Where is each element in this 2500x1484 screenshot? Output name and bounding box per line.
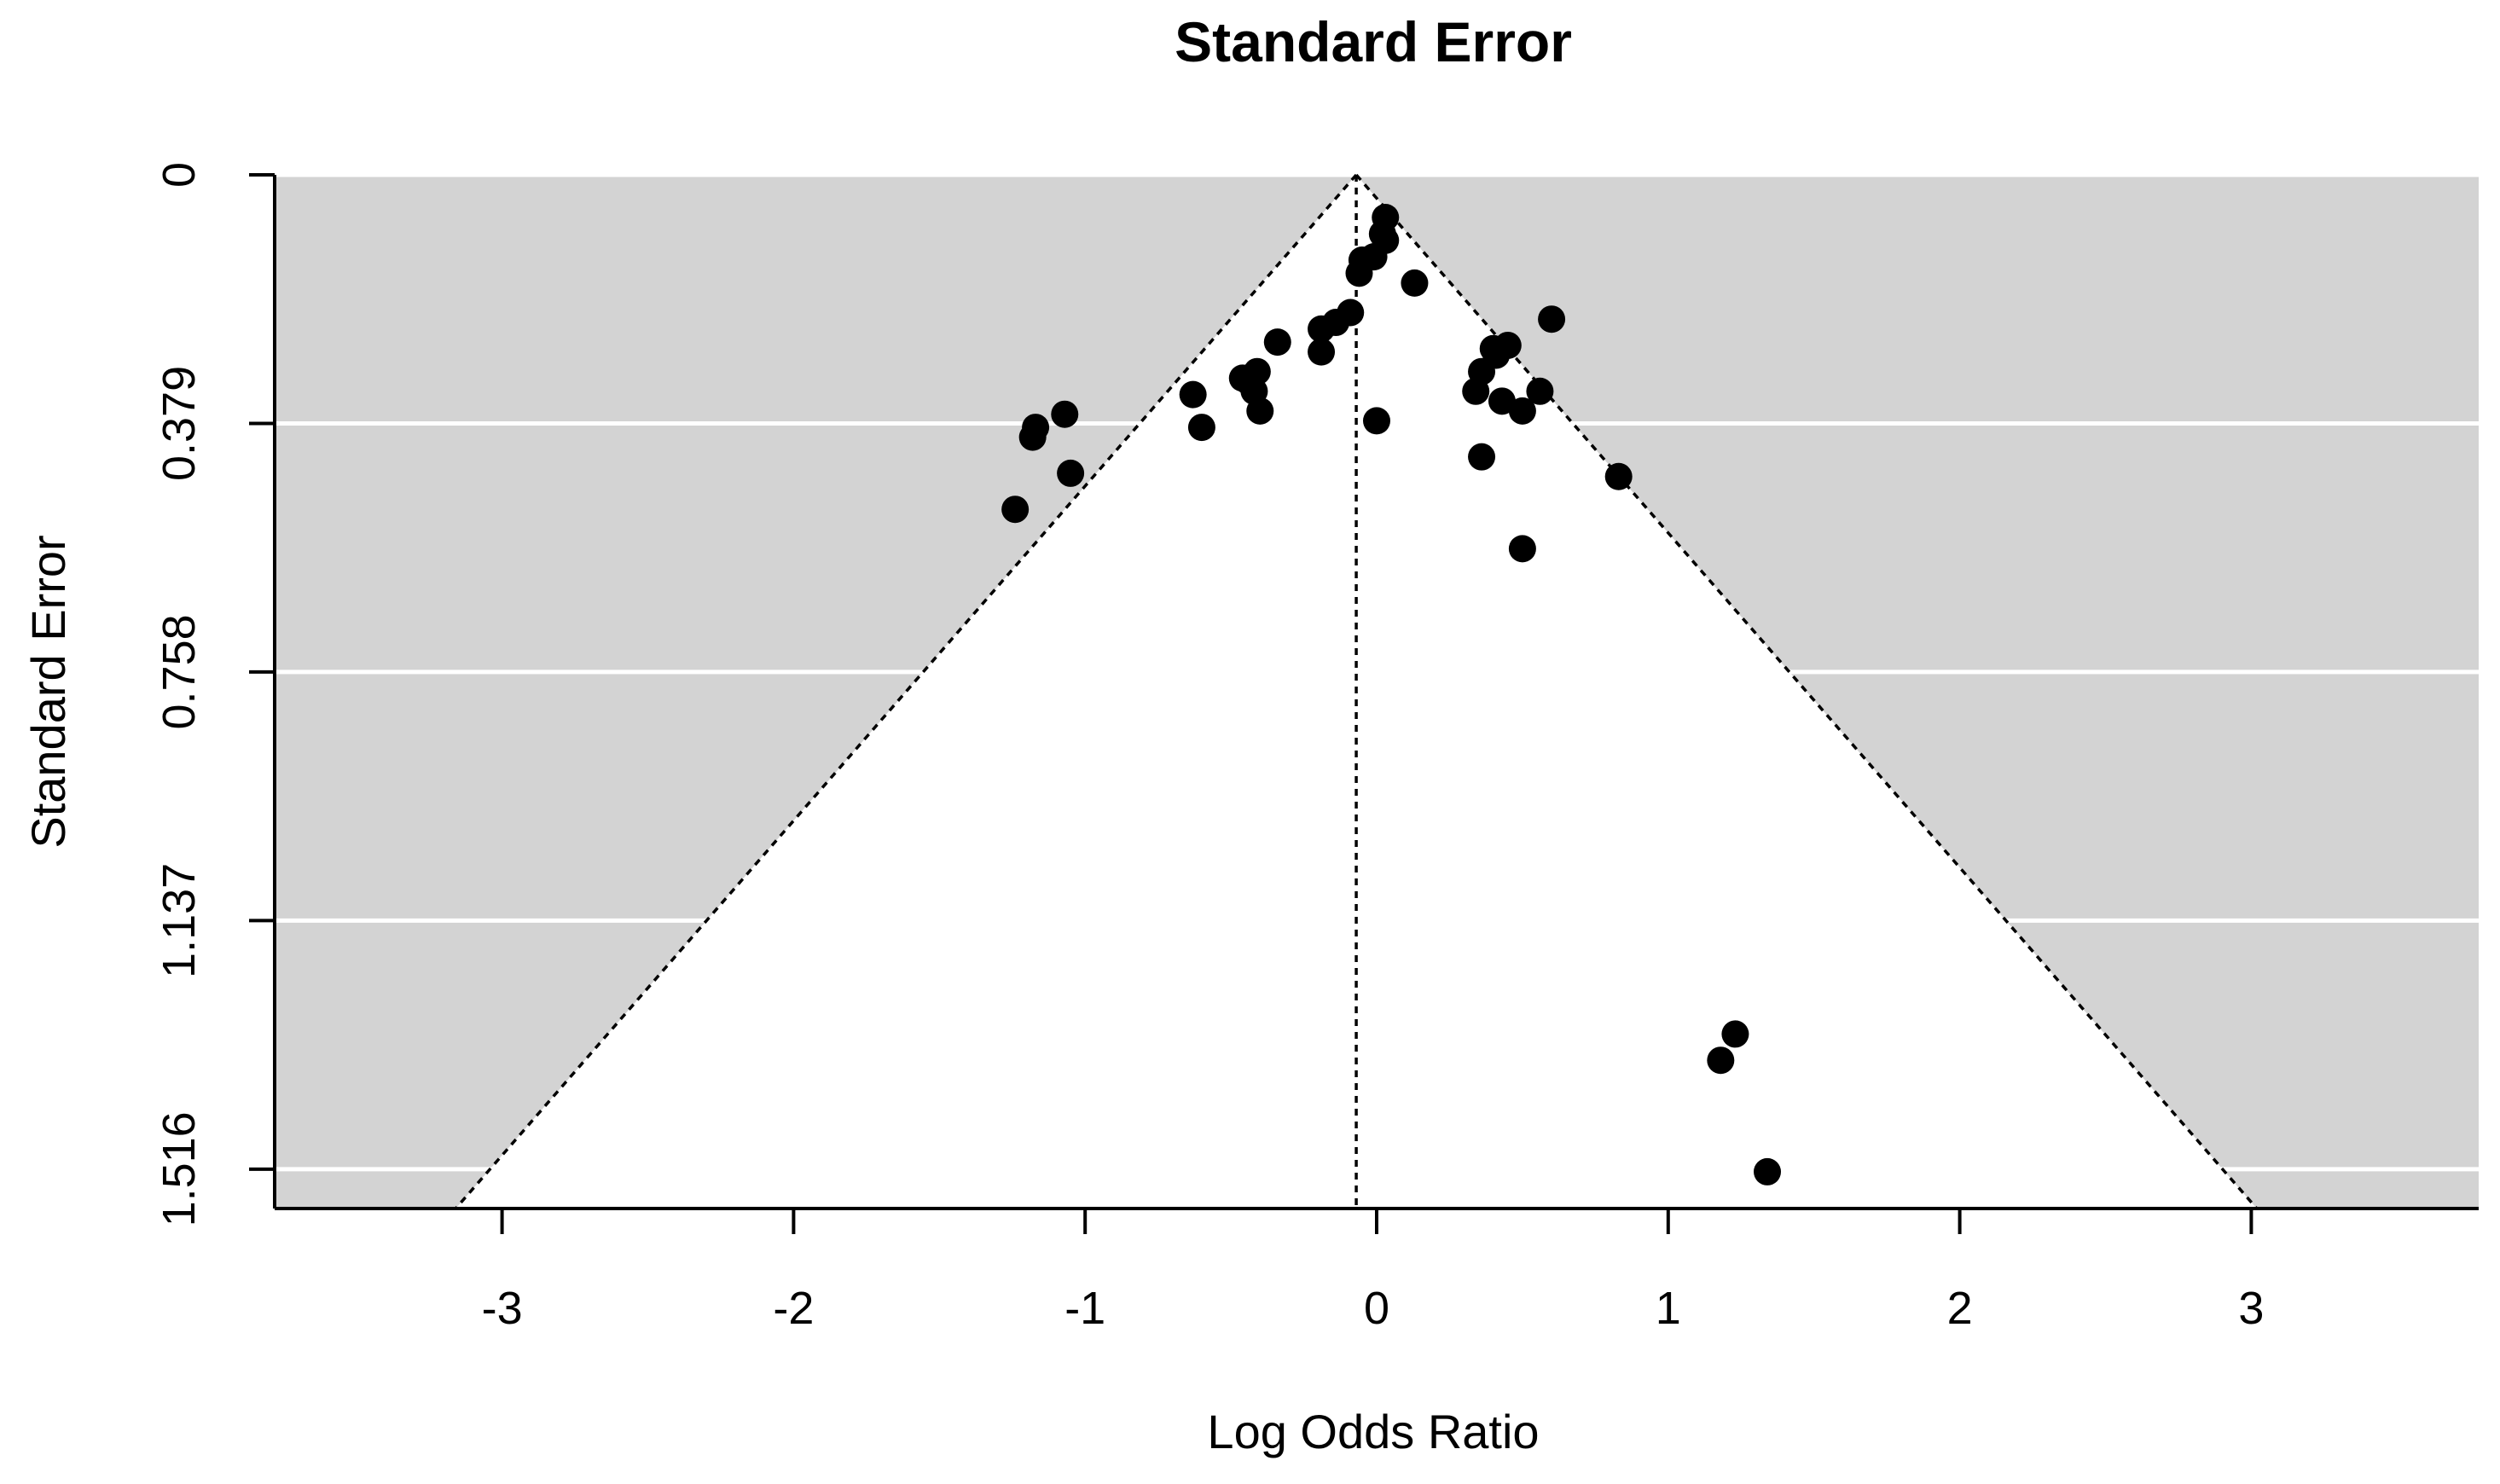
data-point [1754, 1157, 1782, 1185]
y-tick-label: 0 [154, 162, 205, 188]
data-point [1401, 269, 1429, 297]
chart-title: Standard Error [1175, 10, 1572, 73]
data-point [1001, 496, 1030, 524]
data-point [1179, 380, 1207, 409]
x-tick-label: -2 [773, 1283, 814, 1334]
data-point [1707, 1046, 1735, 1075]
y-tick-label: 0.379 [154, 366, 205, 481]
y-axis-label: Standard Error [21, 535, 75, 848]
data-point [1051, 400, 1079, 428]
y-axis-ticks: 0 0.379 0.758 1.137 1.516 [154, 162, 275, 1226]
funnel-left-boundary [454, 173, 1358, 1210]
data-points [1001, 203, 1782, 1185]
data-point [1468, 443, 1496, 471]
x-axis-ticks: -3 -2 -1 0 1 2 3 [482, 1209, 2264, 1334]
data-point [1526, 377, 1554, 405]
data-point [1345, 259, 1373, 287]
x-tick-label: 2 [1947, 1283, 1973, 1334]
data-point [1308, 315, 1336, 343]
x-tick-label: -1 [1064, 1283, 1105, 1334]
data-point [1057, 459, 1085, 487]
x-tick-label: 1 [1656, 1283, 1681, 1334]
data-point [1263, 328, 1291, 357]
data-point [1508, 535, 1536, 563]
y-tick-label: 0.758 [154, 614, 205, 729]
x-axis-label: Log Odds Ratio [1207, 1405, 1539, 1458]
funnel-right-boundary [1354, 173, 2259, 1210]
data-point [1721, 1020, 1749, 1048]
x-tick-label: 0 [1364, 1283, 1389, 1334]
data-point [1246, 397, 1274, 425]
data-point [1187, 414, 1215, 442]
data-point [1363, 407, 1390, 435]
y-tick-label: 1.516 [154, 1111, 205, 1226]
data-point [1538, 305, 1566, 333]
data-point [1018, 423, 1047, 451]
y-tick-label: 1.137 [154, 863, 205, 978]
data-point [1462, 377, 1490, 405]
data-point [1508, 397, 1536, 425]
x-tick-label: 3 [2238, 1283, 2264, 1334]
data-point [1308, 338, 1336, 366]
data-point [1488, 387, 1516, 415]
data-point [1604, 462, 1633, 490]
x-tick-label: -3 [482, 1283, 523, 1334]
